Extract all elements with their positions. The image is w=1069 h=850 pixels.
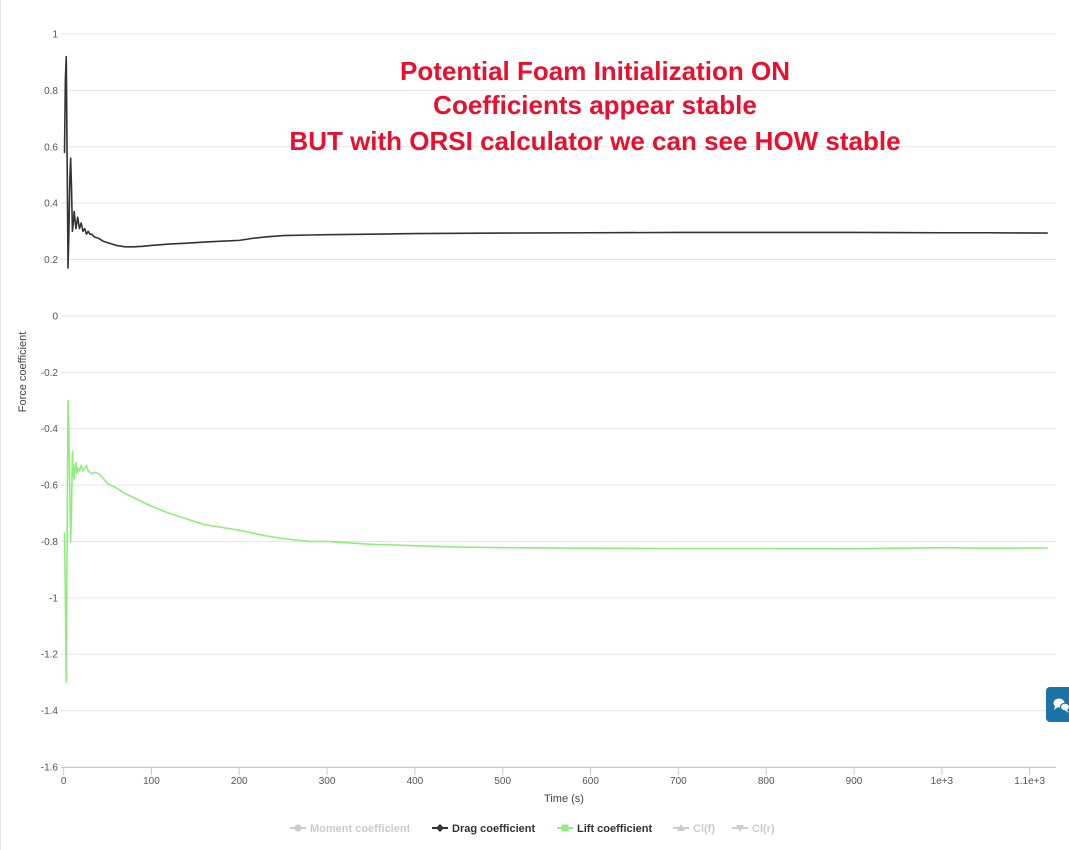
- legend-item-cl-r-[interactable]: Cl(r): [732, 823, 775, 835]
- legend-marker-diamond: [436, 824, 444, 832]
- y-tick-label: -1.6: [41, 763, 59, 774]
- drag-coefficient-line[interactable]: [63, 55, 1049, 269]
- x-tick-label: 900: [846, 776, 863, 787]
- legend-marker-square: [561, 824, 569, 832]
- chat-bubbles-icon: [1053, 698, 1069, 713]
- chat-button[interactable]: [1046, 687, 1069, 722]
- legend-marker-triangle-down: [736, 825, 744, 832]
- y-tick-label: -1.4: [41, 706, 59, 717]
- legend-marker-triangle: [677, 824, 685, 831]
- legend-label: Moment coefficient: [310, 823, 411, 835]
- legend-item-drag-coefficient[interactable]: Drag coefficient: [432, 823, 535, 835]
- x-tick-label: 400: [407, 776, 424, 787]
- y-tick-label: -0.4: [41, 424, 59, 435]
- lift-coefficient-line[interactable]: [63, 399, 1049, 684]
- x-tick-label: 200: [231, 776, 248, 787]
- legend-item-cl-f-[interactable]: Cl(f): [673, 823, 715, 835]
- annotation-line: Coefficients appear stable: [433, 90, 757, 120]
- legend-item-lift-coefficient[interactable]: Lift coefficient: [557, 823, 653, 835]
- x-tick-label: 600: [582, 776, 599, 787]
- y-tick-label: -1: [49, 593, 58, 604]
- y-tick-label: 0: [52, 311, 58, 322]
- y-tick-label: -0.2: [41, 368, 59, 379]
- y-axis: 1 0.8 0.6 0.4 0.2 0 -0.2 -0.4 -0.6 -0.8 -1 -1.2 -1.4…: [41, 30, 59, 774]
- y-tick-label: 0.4: [44, 199, 58, 210]
- x-tick-label: 500: [494, 776, 511, 787]
- x-tick-label: 0: [61, 776, 67, 787]
- y-tick-label: 0.2: [44, 255, 58, 266]
- x-tick-label: 1.1e+3: [1014, 776, 1045, 787]
- x-tick-label: 100: [143, 776, 160, 787]
- y-tick-label: -1.2: [41, 650, 59, 661]
- x-tick-label: 800: [758, 776, 775, 787]
- legend: Moment coefficient Drag coefficient Lift c…: [290, 823, 775, 835]
- y-tick-label: -0.6: [41, 481, 59, 492]
- legend-label: Cl(f): [693, 823, 715, 835]
- legend-label: Drag coefficient: [452, 823, 535, 835]
- x-tick-label: 1e+3: [931, 776, 954, 787]
- x-axis: 0 100 200 300 400 500 600 700 800 900 1e+3 1.1e+3: [61, 767, 1056, 787]
- legend-label: Lift coefficient: [577, 823, 653, 835]
- legend-label: Cl(r): [752, 823, 775, 835]
- y-tick-label: 0.6: [44, 142, 58, 153]
- x-tick-label: 700: [670, 776, 687, 787]
- legend-item-moment-coefficient[interactable]: Moment coefficient: [290, 823, 411, 835]
- y-tick-label: 1: [52, 30, 58, 41]
- y-axis-title: Force coefficient: [17, 332, 29, 413]
- series-lines: [63, 55, 1049, 684]
- annotation-line: Potential Foam Initialization ON: [400, 56, 790, 86]
- x-tick-label: 300: [319, 776, 336, 787]
- y-tick-label: 0.8: [44, 86, 58, 97]
- y-tick-label: -0.8: [41, 537, 59, 548]
- x-axis-title: Time (s): [544, 793, 584, 805]
- annotation: Potential Foam Initialization ON Coeffici…: [289, 56, 900, 156]
- legend-marker-circle: [294, 824, 302, 832]
- annotation-line: BUT with ORSI calculator we can see HOW …: [289, 126, 900, 156]
